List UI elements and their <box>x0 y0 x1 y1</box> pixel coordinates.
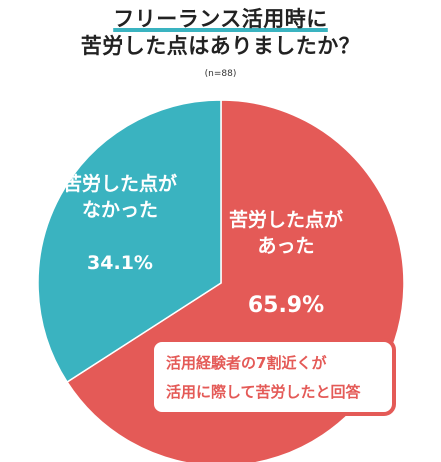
chart-title: フリーランス活用時に 苦労した点はありましたか？ <box>0 6 441 60</box>
slice-1-label-line-2: あった <box>257 235 314 257</box>
sample-size-note: (n=88) <box>204 69 237 79</box>
slice-2-label-line-1: 苦労した点が <box>63 172 177 195</box>
title-line-1: フリーランス活用時に <box>113 7 328 31</box>
slice-2-value-label: 34.1% <box>87 252 153 274</box>
callout-line-2: 活用に際して苦労したと回答 <box>166 383 361 401</box>
callout-line-1: 活用経験者の7割近くが <box>166 354 327 372</box>
pie-slice-2 <box>37 99 222 384</box>
callout-box: 活用経験者の7割近くが 活用に際して苦労したと回答 <box>150 338 396 416</box>
title-line-2: 苦労した点はありましたか？ <box>80 34 361 58</box>
slice-1-label-line-1: 苦労した点が <box>229 208 343 231</box>
slice-2-label-line-2: なかった <box>82 199 158 221</box>
slice-1-value-label: 65.9% <box>248 293 324 318</box>
